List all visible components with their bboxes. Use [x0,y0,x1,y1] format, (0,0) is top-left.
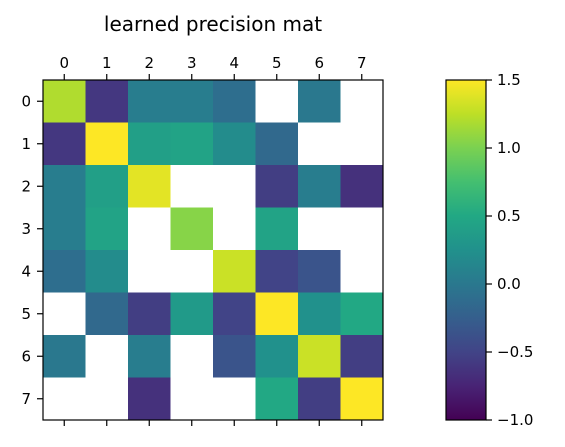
y-axis: 0 1 2 3 4 5 6 7 [21,92,43,408]
heatmap-cell [128,165,171,208]
heatmap-cell [340,292,384,336]
heatmap-cell [213,292,256,336]
heatmap-cell [340,377,384,421]
heatmap-cell [298,165,341,208]
heatmap-cell [213,80,256,123]
heatmap-cell [43,250,86,293]
heatmap-cell [340,122,384,166]
heatmap-cell [298,250,341,293]
colorbar-tick-label: 0.5 [497,207,521,225]
x-tick-label: 6 [314,54,324,72]
heatmap-cell [298,335,341,378]
heatmap-cell [213,122,256,166]
heatmap-cell [128,80,171,123]
heatmap-cell [170,122,214,166]
heatmap-cell [170,335,214,378]
y-tick-label: 7 [21,390,31,408]
heatmap-cell [255,335,299,378]
y-tick-label: 5 [21,305,31,323]
y-tick-label: 0 [21,92,31,110]
heatmap-cell [128,122,171,166]
heatmap-cell [298,292,341,336]
y-tick-label: 4 [21,262,31,280]
heatmap-cell [170,165,214,208]
x-tick-label: 0 [59,54,69,72]
heatmap-cell [85,122,129,166]
heatmap-frame [42,79,384,421]
colorbar-frame [445,79,487,421]
colorbar-tick-label: −0.5 [497,343,533,361]
heatmap-cell [170,292,214,336]
heatmap-cell [43,122,86,166]
heatmap-cell [128,377,171,421]
heatmap-cell [255,80,299,123]
heatmap-cell [340,335,384,378]
heatmap-cell [298,122,341,166]
heatmap-cell [255,165,299,208]
colorbar-tick-label: 1.5 [497,71,521,89]
heatmap-cell [43,80,86,123]
heatmap-cell [43,165,86,208]
heatmap-cell [340,207,384,251]
colorbar-tick-label: 1.0 [497,139,521,157]
heatmap-cell [43,207,86,251]
heatmap-cell [170,207,214,251]
heatmap-cell [85,335,129,378]
heatmap-cell [213,377,256,421]
colorbar-ticks: 1.5 1.0 0.5 0.0 −0.5 −1.0 [486,71,533,429]
y-tick-label: 6 [21,347,31,365]
x-tick-label: 7 [357,54,367,72]
heatmap-cell [170,250,214,293]
heatmap-cell [128,250,171,293]
heatmap-cell [213,335,256,378]
heatmap-cell [255,207,299,251]
x-tick-label: 1 [102,54,112,72]
heatmap-cell [85,292,129,336]
heatmap-cell [85,250,129,293]
x-tick-label: 3 [187,54,197,72]
y-tick-label: 2 [21,177,31,195]
heatmap-cell [213,207,256,251]
heatmap-cell [340,80,384,123]
chart-title: learned precision mat [104,12,322,36]
colorbar-tick-label: −1.0 [497,411,533,429]
heatmap-cell [255,250,299,293]
heatmap-cell [85,165,129,208]
heatmap-cells [43,80,384,421]
heatmap-cell [255,292,299,336]
y-tick-label: 3 [21,220,31,238]
x-tick-label: 4 [229,54,239,72]
colorbar-tick-label: 0.0 [497,275,521,293]
colorbar: 1.5 1.0 0.5 0.0 −0.5 −1.0 [445,71,533,429]
heatmap-cell [255,122,299,166]
colorbar-gradient [446,80,486,420]
heatmap-cell [298,377,341,421]
heatmap-cell [298,207,341,251]
heatmap-cell [298,80,341,123]
heatmap-cell [213,250,256,293]
heatmap-cell [340,250,384,293]
heatmap-cell [43,377,86,421]
heatmap-cell [128,292,171,336]
x-tick-label: 2 [144,54,154,72]
heatmap-cell [85,80,129,123]
heatmap-cell [255,377,299,421]
heatmap-cell [170,80,214,123]
x-tick-label: 5 [272,54,282,72]
heatmap-cell [128,335,171,378]
heatmap-cell [43,292,86,336]
heatmap-cell [213,165,256,208]
heatmap-cell [340,165,384,208]
x-axis: 0 1 2 3 4 5 6 7 [59,54,367,426]
y-tick-label: 1 [21,135,31,153]
heatmap-cell [170,377,214,421]
heatmap-cell [85,207,129,251]
heatmap-cell [128,207,171,251]
heatmap-cell [43,335,86,378]
heatmap-cell [85,377,129,421]
